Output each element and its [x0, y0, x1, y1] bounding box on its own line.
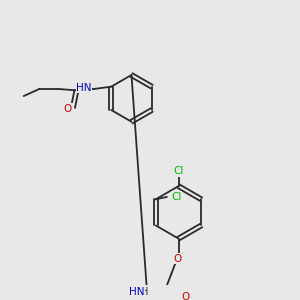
- Text: Cl: Cl: [172, 192, 182, 202]
- Text: O: O: [173, 254, 181, 264]
- Text: O: O: [181, 292, 189, 300]
- Text: HN: HN: [76, 82, 92, 92]
- Text: Cl: Cl: [173, 166, 184, 176]
- Text: H: H: [141, 287, 148, 297]
- Text: HN: HN: [129, 287, 145, 297]
- Text: O: O: [64, 104, 72, 114]
